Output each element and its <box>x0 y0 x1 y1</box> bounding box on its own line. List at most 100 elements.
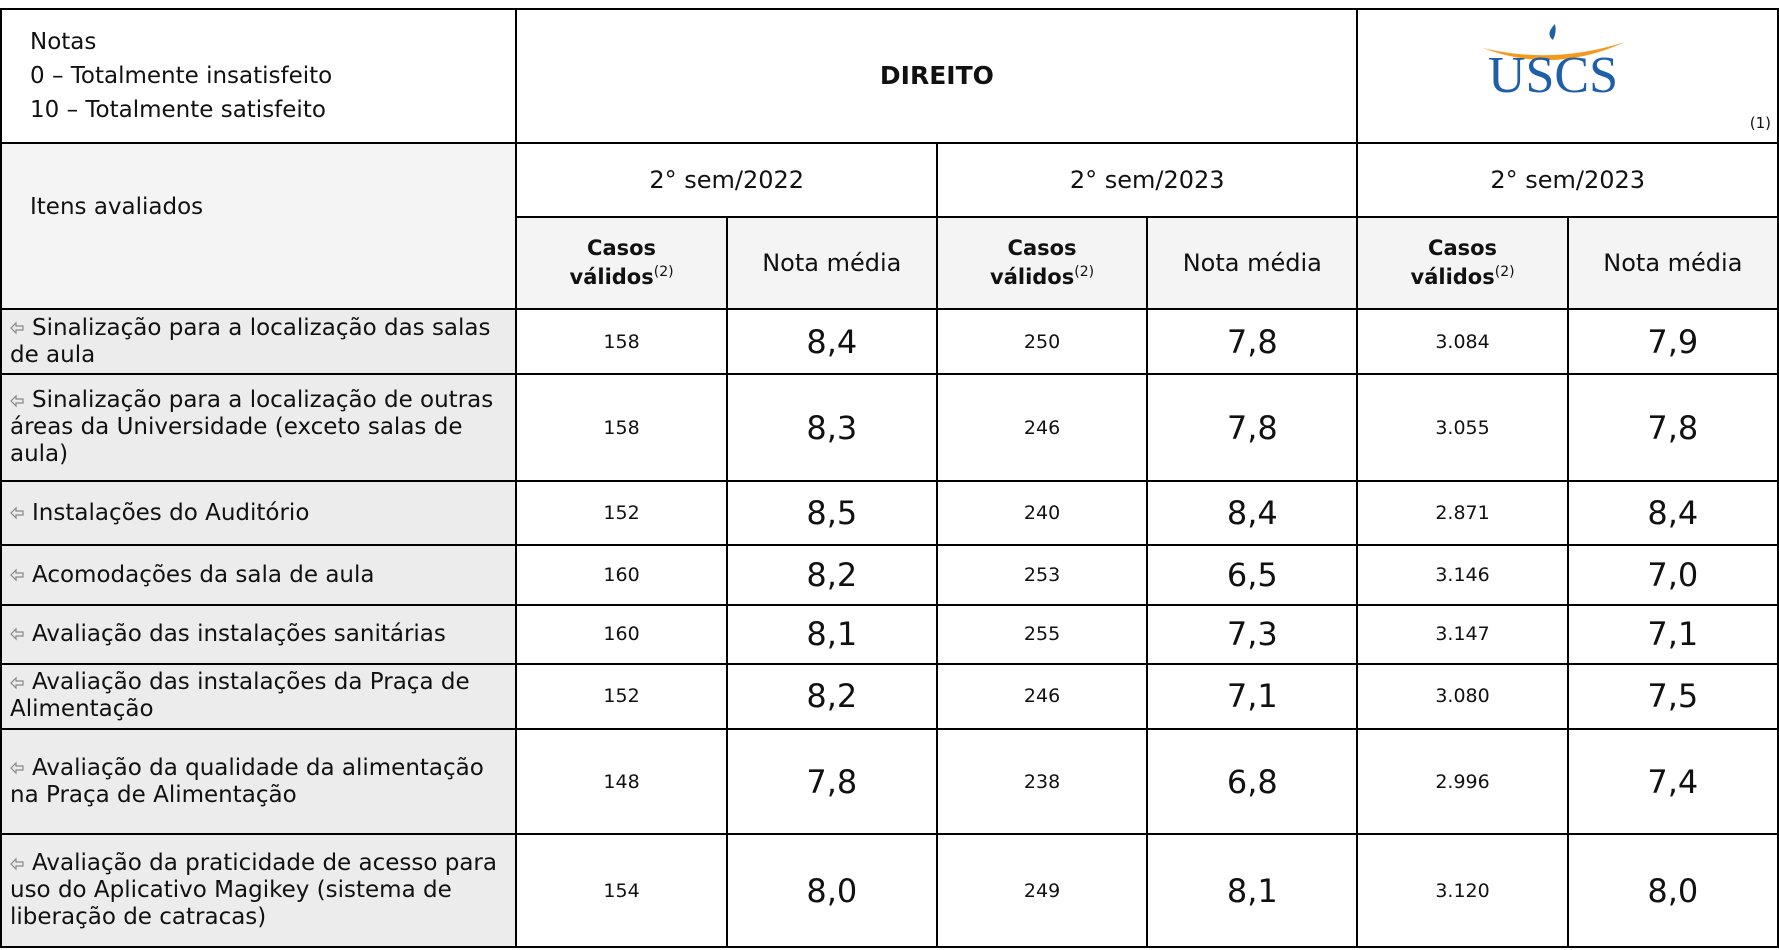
mean-value: 8,4 <box>1146 480 1359 547</box>
item-cell: Avaliação das instalações sanitárias <box>0 604 518 665</box>
mean-value: 7,9 <box>1566 308 1779 376</box>
bullet-icon <box>10 761 24 775</box>
note: 0 – Totalmente insatisfeito <box>30 62 333 89</box>
mean-value: 7,3 <box>1146 604 1359 665</box>
mean-value: 8,3 <box>725 373 938 483</box>
item-label: Avaliação das instalações sanitárias <box>32 620 446 647</box>
cases-header: Casos válidos(2) <box>1403 236 1523 289</box>
bullet-icon <box>10 394 24 408</box>
note: Notas <box>30 28 97 55</box>
bullet-icon <box>10 568 24 582</box>
cases-value: 246 <box>935 662 1149 730</box>
note: 10 – Totalmente satisfeito <box>30 96 326 123</box>
cases-value: 3.080 <box>1356 662 1569 730</box>
mean-value: 8,0 <box>1566 833 1779 948</box>
mean-value: 7,5 <box>1566 662 1779 730</box>
mean-value: 6,8 <box>1146 727 1359 836</box>
data-row: Sinalização para a localização das salas… <box>0 308 1779 376</box>
item-cell: Sinalização para a localização das salas… <box>0 308 518 376</box>
item-cell: Avaliação da qualidade da alimentação na… <box>0 727 518 836</box>
cases-value: 3.055 <box>1356 373 1569 483</box>
cases-value: 3.146 <box>1356 544 1569 607</box>
cases-header-cell: Casos válidos(2) <box>935 216 1149 311</box>
cases-header: Casos válidos(2) <box>982 236 1102 289</box>
logo-text: USCS <box>1488 47 1618 104</box>
header-row: Notas 0 – Totalmente insatisfeito 10 – T… <box>0 8 1779 144</box>
cases-value: 160 <box>515 604 728 665</box>
cases-note: (2) <box>653 264 674 281</box>
period-row: Itens avaliados 2° sem/2022 2° sem/2023 2° … <box>0 141 1779 311</box>
mean-value: 8,0 <box>725 833 938 948</box>
survey-table: Notas 0 – Totalmente insatisfeito 10 – T… <box>0 8 1779 948</box>
mean-value: 6,5 <box>1146 544 1359 607</box>
item-cell: Sinalização para a localização de outras… <box>0 373 518 483</box>
cases-note: (2) <box>1494 264 1515 281</box>
cases-header: Casos válidos(2) <box>562 236 682 289</box>
cases-header-cell: Casos válidos(2) <box>1356 216 1569 311</box>
item-cell: Avaliação das instalações da Praça de Al… <box>0 662 518 730</box>
item-label: Sinalização para a localização das salas… <box>10 314 491 368</box>
mean-value: 8,2 <box>725 662 938 730</box>
cases-header-text: Casos válidos <box>569 236 657 290</box>
item-label: Avaliação da qualidade da alimentação na… <box>10 754 484 808</box>
cases-value: 3.147 <box>1356 604 1569 665</box>
cases-value: 154 <box>515 833 728 948</box>
mean-header: Nota média <box>725 216 938 311</box>
mean-header: Nota média <box>1146 216 1359 311</box>
cases-value: 255 <box>935 604 1149 665</box>
row-label-header: Itens avaliados <box>0 141 518 311</box>
bullet-icon <box>10 676 24 690</box>
data-row: Avaliação da qualidade da alimentação na… <box>0 727 1779 836</box>
item-label: Sinalização para a localização de outras… <box>10 387 494 468</box>
cases-value: 3.084 <box>1356 308 1569 376</box>
mean-value: 7,4 <box>1566 727 1779 836</box>
column-header-row: Casos válidos(2) Nota média Casos válidos(… <box>1 216 1779 311</box>
mean-value: 7,8 <box>1566 373 1779 483</box>
title: DIREITO <box>515 8 1359 144</box>
data-row: Acomodações da sala de aula 160 8,2 253 6,5 3… <box>0 544 1779 607</box>
data-row: Instalações do Auditório 152 8,5 240 8,4 2.87… <box>0 480 1779 547</box>
data-row: Avaliação das instalações da Praça de Al… <box>0 662 1779 730</box>
item-cell: Avaliação da praticidade de acesso para … <box>0 833 518 948</box>
mean-value: 7,1 <box>1146 662 1359 730</box>
logo-cell: USCS (1) <box>1356 8 1779 144</box>
cases-value: 2.871 <box>1356 480 1569 547</box>
item-label: Avaliação das instalações da Praça de Al… <box>10 669 470 723</box>
mean-value: 7,8 <box>1146 373 1359 483</box>
notes-cell: Notas 0 – Totalmente insatisfeito 10 – T… <box>0 8 518 144</box>
cases-value: 249 <box>935 833 1149 948</box>
footnote: (1) <box>1749 113 1771 132</box>
item-cell: Acomodações da sala de aula <box>0 544 518 607</box>
cases-note: (2) <box>1074 264 1095 281</box>
cases-value: 246 <box>935 373 1149 483</box>
cases-value: 152 <box>515 480 728 547</box>
cases-value: 250 <box>935 308 1149 376</box>
mean-value: 8,1 <box>1146 833 1359 948</box>
cases-value: 148 <box>515 727 728 836</box>
mean-value: 8,2 <box>725 544 938 607</box>
logo: USCS <box>1483 24 1626 104</box>
bullet-icon <box>10 627 24 641</box>
cases-value: 160 <box>515 544 728 607</box>
cases-value: 158 <box>515 373 728 483</box>
item-label: Acomodações da sala de aula <box>32 561 375 588</box>
cases-value: 240 <box>935 480 1149 547</box>
mean-value: 8,4 <box>725 308 938 376</box>
period-header: 2° sem/2023 <box>935 141 1359 219</box>
cases-value: 152 <box>515 662 728 730</box>
cases-value: 238 <box>935 727 1149 836</box>
cases-header-text: Casos válidos <box>990 236 1077 290</box>
bullet-icon <box>10 321 24 335</box>
period-header: 2° sem/2023 <box>1356 141 1779 219</box>
cases-value: 3.120 <box>1356 833 1569 948</box>
mean-value: 7,8 <box>1146 308 1359 376</box>
data-row: Sinalização para a localização de outras… <box>0 373 1779 483</box>
period-header: 2° sem/2022 <box>515 141 938 219</box>
item-label: Avaliação da praticidade de acesso para … <box>10 850 497 931</box>
data-row: Avaliação da praticidade de acesso para … <box>0 833 1779 948</box>
cases-header-text: Casos válidos <box>1410 236 1498 290</box>
mean-value: 7,1 <box>1566 604 1779 665</box>
mean-value: 7,0 <box>1566 544 1779 607</box>
mean-value: 8,1 <box>725 604 938 665</box>
cases-header-cell: Casos válidos(2) <box>515 216 728 311</box>
